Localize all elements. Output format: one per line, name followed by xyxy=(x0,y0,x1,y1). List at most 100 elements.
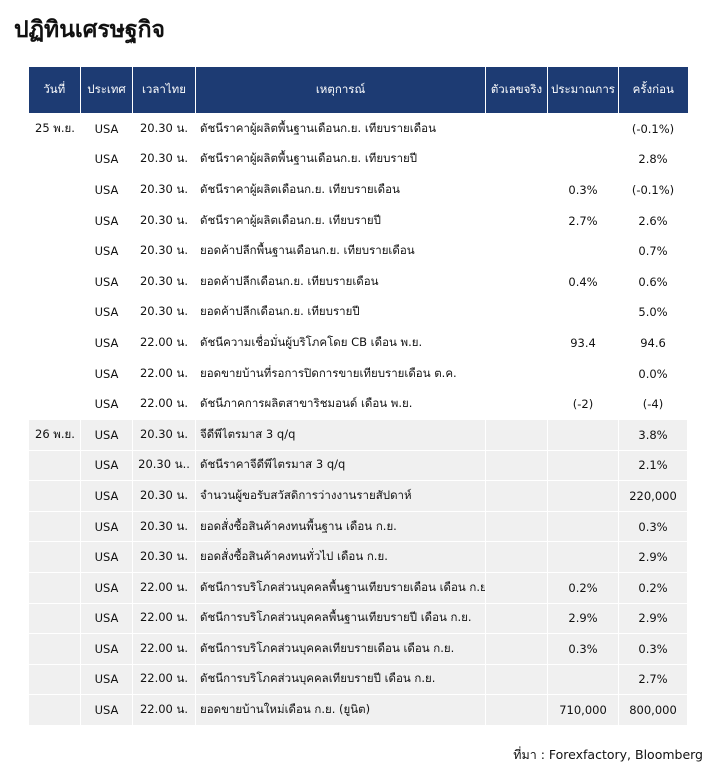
actual-cell xyxy=(485,357,548,390)
actual-cell xyxy=(485,174,548,206)
previous-cell: 0.7% xyxy=(618,235,688,267)
actual-cell xyxy=(485,602,548,635)
date-cell xyxy=(28,296,81,329)
country-cell: USA xyxy=(80,174,133,206)
country-cell: USA xyxy=(80,327,133,359)
page-title: ปฏิทินเศรษฐกิจ xyxy=(14,17,165,43)
date-cell xyxy=(28,510,81,543)
date-cell xyxy=(28,449,81,482)
time-cell: 22.00 น. xyxy=(132,633,196,665)
forecast-cell: 93.4 xyxy=(547,327,619,359)
country-cell: USA xyxy=(80,265,133,298)
forecast-cell: 0.2% xyxy=(547,571,619,604)
previous-cell: 0.2% xyxy=(618,571,688,604)
previous-cell: 800,000 xyxy=(618,694,688,726)
forecast-cell xyxy=(547,357,619,390)
country-cell: USA xyxy=(80,449,133,482)
previous-cell: 2.6% xyxy=(618,204,688,237)
event-cell: ดัชนีการบริโภคส่วนบุคคลพื้นฐานเทียบรายปี… xyxy=(195,602,486,635)
event-cell: ดัชนีการบริโภคส่วนบุคคลเทียบรายปี เดือน … xyxy=(195,663,486,696)
country-cell: USA xyxy=(80,113,133,145)
event-cell: จำนวนผู้ขอรับสวัสดิการว่างงานรายสัปดาห์ xyxy=(195,480,486,512)
column-header: ครั้งก่อน xyxy=(618,67,688,114)
forecast-cell xyxy=(547,480,619,512)
event-cell: ดัชนีการบริโภคส่วนบุคคลเทียบรายเดือน เดื… xyxy=(195,633,486,665)
previous-cell: 220,000 xyxy=(618,480,688,512)
previous-cell: 0.6% xyxy=(618,265,688,298)
actual-cell xyxy=(485,204,548,237)
previous-cell: 2.9% xyxy=(618,602,688,635)
country-cell: USA xyxy=(80,694,133,726)
country-cell: USA xyxy=(80,357,133,390)
event-row: USA 20.30 น. จำนวนผู้ขอรับสวัสดิการว่างงาน… xyxy=(28,480,688,512)
event-row: USA 20.30 น. ยอดค้าปลีกพื้นฐานเดือนก.ย. เท… xyxy=(28,235,688,267)
forecast-cell: 2.7% xyxy=(547,204,619,237)
date-cell: 25 พ.ย. xyxy=(28,113,81,145)
event-cell: ดัชนีความเชื่อมั่นผู้บริโภคโดย CB เดือน … xyxy=(195,327,486,359)
time-cell: 20.30 น. xyxy=(132,296,196,329)
time-cell: 20.30 น. xyxy=(132,174,196,206)
previous-cell: 0.3% xyxy=(618,633,688,665)
country-cell: USA xyxy=(80,510,133,543)
forecast-cell xyxy=(547,449,619,482)
actual-cell xyxy=(485,541,548,573)
event-row: USA 20.30 น. ยอดสั่งซื้อสินค้าคงทนพื้นฐาน … xyxy=(28,510,688,543)
date-cell xyxy=(28,602,81,635)
forecast-cell: 710,000 xyxy=(547,694,619,726)
time-cell: 22.00 น. xyxy=(132,571,196,604)
event-row: USA 20.30 น. ดัชนีราคาผู้ผลิตพื้นฐานเดือนก… xyxy=(28,143,688,176)
time-cell: 20.30 น. xyxy=(132,265,196,298)
time-cell: 20.30 น. xyxy=(132,418,196,451)
actual-cell xyxy=(485,143,548,176)
time-cell: 20.30 น. xyxy=(132,143,196,176)
country-cell: USA xyxy=(80,204,133,237)
forecast-cell: 0.3% xyxy=(547,174,619,206)
previous-cell: (-0.1%) xyxy=(618,174,688,206)
column-header: เวลาไทย xyxy=(132,67,196,114)
actual-cell xyxy=(485,113,548,145)
time-cell: 20.30 น. xyxy=(132,113,196,145)
forecast-cell xyxy=(547,510,619,543)
country-cell: USA xyxy=(80,480,133,512)
forecast-cell xyxy=(547,143,619,176)
previous-cell: 2.1% xyxy=(618,449,688,482)
time-cell: 22.00 น. xyxy=(132,694,196,726)
forecast-cell xyxy=(547,541,619,573)
country-cell: USA xyxy=(80,663,133,696)
date-cell xyxy=(28,388,81,420)
date-cell xyxy=(28,357,81,390)
time-cell: 20.30 น. xyxy=(132,204,196,237)
previous-cell: (-0.1%) xyxy=(618,113,688,145)
event-cell: ดัชนีภาคการผลิตสาขาริชมอนด์ เดือน พ.ย. xyxy=(195,388,486,420)
forecast-cell: 0.4% xyxy=(547,265,619,298)
previous-cell: 2.8% xyxy=(618,143,688,176)
source-note: ที่มา : Forexfactory, Bloomberg xyxy=(513,747,703,762)
forecast-cell xyxy=(547,418,619,451)
country-cell: USA xyxy=(80,235,133,267)
date-cell xyxy=(28,174,81,206)
actual-cell xyxy=(485,296,548,329)
event-cell: ดัชนีการบริโภคส่วนบุคคลพื้นฐานเทียบรายเด… xyxy=(195,571,486,604)
country-cell: USA xyxy=(80,541,133,573)
event-row: USA 20.30 น. ดัชนีราคาผู้ผลิตเดือนก.ย. เที… xyxy=(28,204,688,237)
event-cell: ยอดขายบ้านที่รอการปิดการขายเทียบรายเดือน… xyxy=(195,357,486,390)
event-row: USA 22.00 น. ยอดขายบ้านใหม่เดือน ก.ย. (ยูน… xyxy=(28,694,688,726)
actual-cell xyxy=(485,449,548,482)
date-cell xyxy=(28,480,81,512)
date-cell xyxy=(28,235,81,267)
event-row: USA 22.00 น. ดัชนีการบริโภคส่วนบุคคลเทียบร… xyxy=(28,663,688,696)
actual-cell xyxy=(485,327,548,359)
forecast-cell: (-2) xyxy=(547,388,619,420)
actual-cell xyxy=(485,633,548,665)
date-cell: 26 พ.ย. xyxy=(28,418,81,451)
event-row: USA 22.00 น. ดัชนีการบริโภคส่วนบุคคลพื้นฐา… xyxy=(28,602,688,635)
event-row: USA 22.00 น. ดัชนีการบริโภคส่วนบุคคลพื้นฐา… xyxy=(28,571,688,604)
date-cell xyxy=(28,204,81,237)
actual-cell xyxy=(485,510,548,543)
previous-cell: (-4) xyxy=(618,388,688,420)
country-cell: USA xyxy=(80,571,133,604)
forecast-cell: 0.3% xyxy=(547,633,619,665)
time-cell: 20.30 น. xyxy=(132,541,196,573)
date-cell xyxy=(28,541,81,573)
time-cell: 22.00 น. xyxy=(132,357,196,390)
